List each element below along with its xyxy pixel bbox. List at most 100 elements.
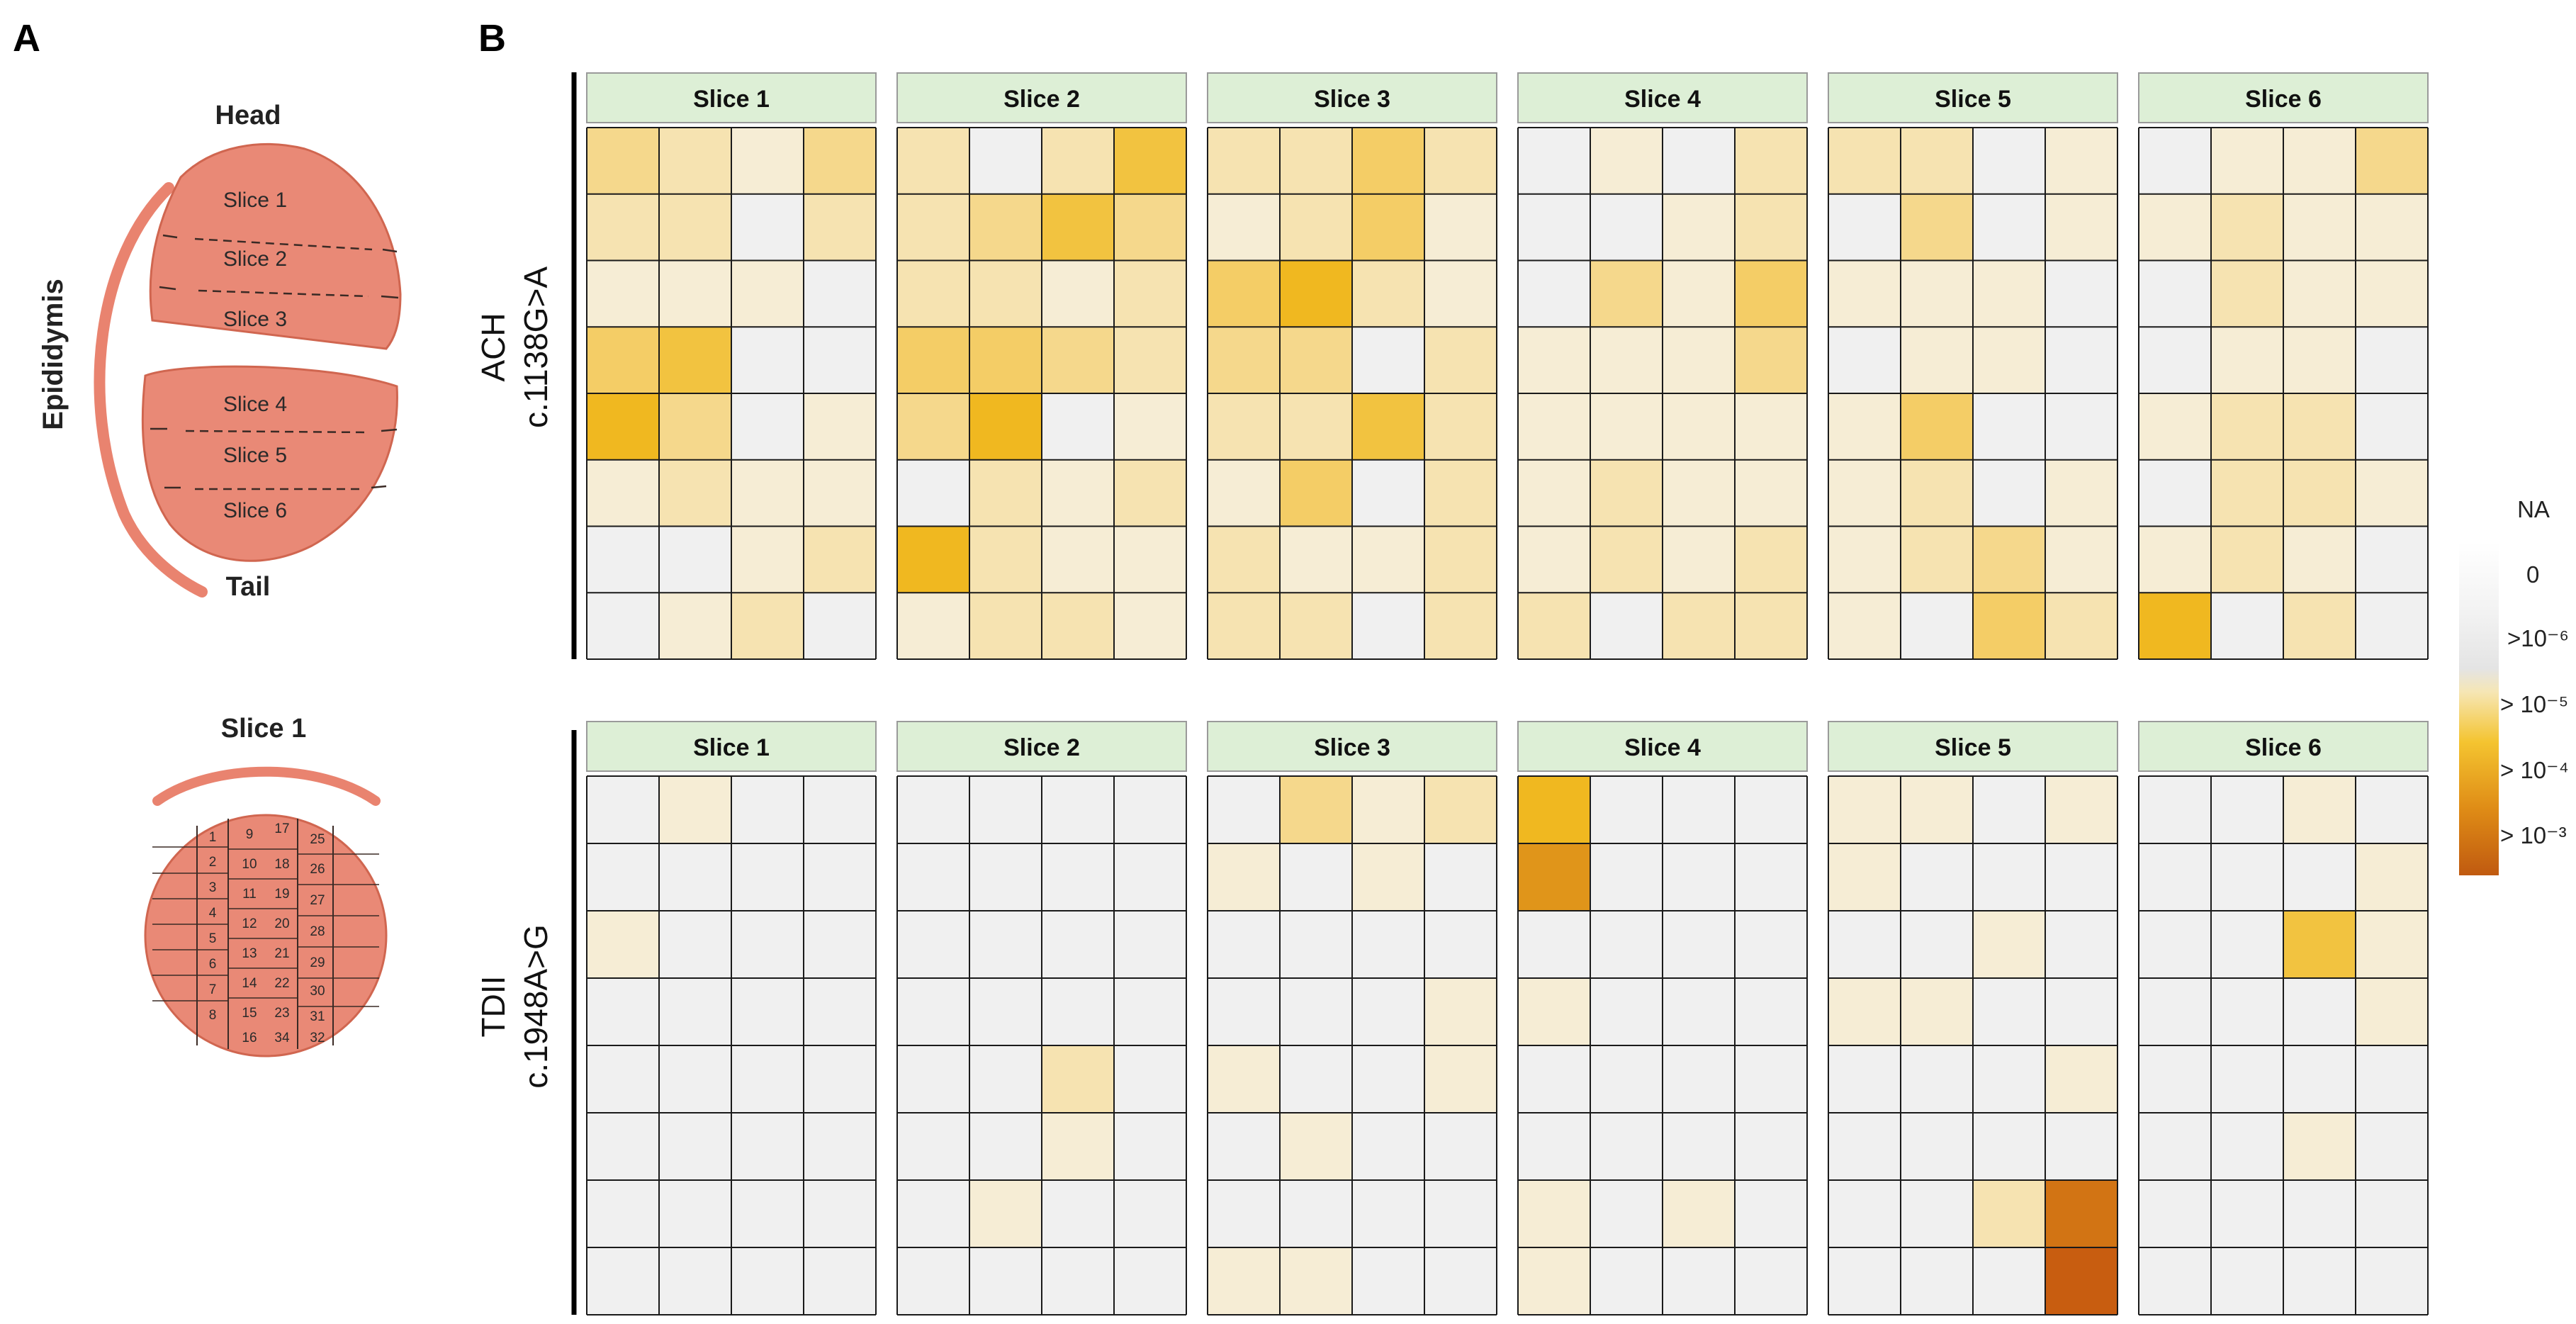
heatmap-cell — [1973, 128, 2045, 194]
heatmap-cell — [2283, 260, 2356, 327]
cross-section-piece-labels: 1234567891011121314151617181920212223342… — [209, 821, 325, 1045]
heatmap-cell — [2139, 978, 2211, 1045]
heatmap-cell — [1518, 843, 1590, 911]
heatmap-cell — [1735, 1045, 1807, 1113]
heatmap-panel: Slice 3 — [1207, 72, 1497, 660]
heatmap-cell — [1518, 327, 1590, 393]
heatmap-cell — [969, 193, 1042, 261]
heatmap-cell — [1114, 526, 1186, 593]
heatmap-cell — [659, 978, 731, 1045]
heatmap-cell — [1735, 327, 1807, 393]
piece-label: 8 — [209, 1008, 217, 1023]
piece-label: 30 — [310, 984, 325, 999]
piece-label: 28 — [310, 924, 325, 939]
heatmap-cell — [1828, 776, 1901, 843]
heatmap-cell — [1280, 260, 1352, 327]
piece-label: 32 — [310, 1031, 325, 1045]
heatmap-cell — [1042, 260, 1114, 327]
heatmap-cell — [1973, 776, 2045, 843]
heatmap-cell — [2356, 1180, 2428, 1247]
organ-label: Epididymis — [38, 279, 69, 430]
heatmap-cell — [969, 128, 1042, 194]
heatmap-cell — [1590, 193, 1663, 261]
heatmap-cell — [1518, 260, 1590, 327]
panel-title: Slice 3 — [1314, 734, 1390, 761]
piece-label: 5 — [209, 931, 217, 946]
legend-label: >10⁻⁶ — [2507, 625, 2569, 651]
slice-dividers — [150, 234, 399, 490]
heatmap-cell — [897, 393, 969, 460]
heatmap-cell — [1518, 911, 1590, 978]
heatmap-cell — [2045, 776, 2117, 843]
heatmap-panel: Slice 6 — [2138, 721, 2429, 1315]
heatmap-cell — [1735, 776, 1807, 843]
row-label-line2: c.1138G>A — [517, 267, 554, 428]
piece-label: 3 — [209, 880, 217, 895]
heatmap-cell — [1828, 1045, 1901, 1113]
heatmap-cell — [731, 1113, 804, 1180]
heatmap-cell — [1590, 459, 1663, 527]
heatmap-cell — [2283, 393, 2356, 460]
heatmap-cell — [969, 1247, 1042, 1315]
heatmap-cell — [897, 593, 969, 659]
heatmap-cell — [1901, 1113, 1973, 1180]
heatmap-cell — [2356, 843, 2428, 911]
heatmap-cell — [1828, 260, 1901, 327]
heatmap-cell — [1735, 128, 1807, 194]
row-label-line1: TDII — [475, 976, 512, 1038]
heatmap-cell — [804, 776, 876, 843]
heatmap-cell — [1663, 911, 1735, 978]
heatmap-cell — [2139, 260, 2211, 327]
heatmap-cell — [1735, 911, 1807, 978]
panel-header — [586, 72, 877, 123]
heatmap-cell — [1518, 978, 1590, 1045]
panel-header — [586, 721, 877, 772]
heatmap-cell — [1114, 193, 1186, 261]
panel-header — [1207, 721, 1497, 772]
heatmap-cell — [2356, 459, 2428, 527]
heatmap-cell — [2045, 393, 2117, 460]
piece-label: 21 — [274, 946, 289, 961]
heatmap-cell — [1208, 1045, 1280, 1113]
heatmap-cell — [1042, 593, 1114, 659]
heatmap-cell — [804, 1045, 876, 1113]
heatmap-cell — [1901, 393, 1973, 460]
cross-section-arc — [152, 766, 381, 806]
heatmap-cell — [1973, 327, 2045, 393]
heatmap-cell — [804, 393, 876, 460]
cross-section-title: Slice 1 — [221, 714, 306, 744]
heatmap-cell — [1663, 978, 1735, 1045]
panel-a-letter: A — [13, 17, 40, 60]
heatmap-cell — [897, 459, 969, 527]
heatmap-cell — [731, 843, 804, 911]
heatmap-cell — [897, 526, 969, 593]
heatmap-cell — [2139, 526, 2211, 593]
heatmap-cell — [1424, 260, 1497, 327]
heatmap-cell — [1352, 128, 1424, 194]
heatmap-cell — [1973, 193, 2045, 261]
heatmap-cell — [1590, 128, 1663, 194]
heatmap-cell — [1280, 1247, 1352, 1315]
slice-label: Slice 4 — [223, 393, 287, 416]
row-label-line1: ACH — [475, 313, 512, 381]
heatmap-cell — [1663, 327, 1735, 393]
heatmap-cell — [2045, 593, 2117, 659]
heatmap-cell — [969, 459, 1042, 527]
heatmap-cell — [1280, 593, 1352, 659]
piece-label: 15 — [242, 1006, 257, 1021]
heatmap-cell — [2045, 1113, 2117, 1180]
heatmap-cell — [2139, 1113, 2211, 1180]
heatmap-cell — [1114, 1180, 1186, 1247]
heatmap-cell — [1735, 1180, 1807, 1247]
heatmap-panel: Slice 5 — [1828, 72, 2118, 660]
piece-label: 29 — [310, 955, 325, 970]
heatmap-cell — [1042, 193, 1114, 261]
panel-header — [1828, 721, 2118, 772]
heatmap-cell — [1424, 978, 1497, 1045]
heatmap-cell — [1735, 393, 1807, 460]
heatmap-cell — [1901, 459, 1973, 527]
heatmap-cell — [804, 327, 876, 393]
heatmap-cell — [2283, 911, 2356, 978]
heatmap-cell — [2139, 593, 2211, 659]
heatmap-cell — [969, 260, 1042, 327]
